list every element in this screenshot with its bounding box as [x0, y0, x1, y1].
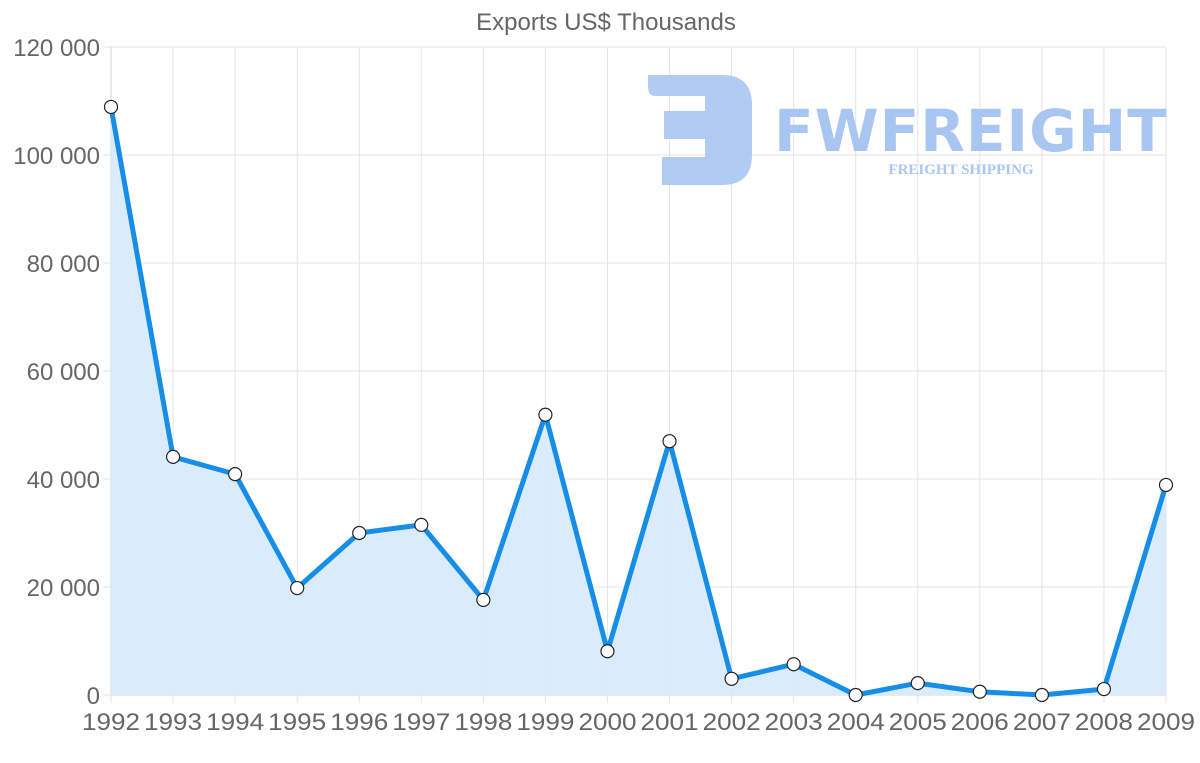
data-point-2007[interactable]: [1034, 687, 1049, 703]
x-tick-label: 2001: [641, 709, 699, 736]
y-tick-label: 60 000: [27, 359, 100, 386]
data-point-1992[interactable]: [103, 99, 119, 115]
chart-title: Exports US$ Thousands: [476, 9, 736, 36]
fwfreight-logo-icon: [648, 75, 752, 185]
y-tick-label: 20 000: [27, 575, 100, 602]
x-tick-label: 1995: [268, 709, 326, 736]
data-point-2008[interactable]: [1096, 681, 1112, 697]
x-tick-label: 1996: [330, 709, 388, 736]
data-line: [108, 106, 1169, 698]
data-point-1994[interactable]: [228, 467, 243, 482]
x-tick-label: 2005: [889, 709, 947, 736]
data-point-2006[interactable]: [972, 684, 987, 699]
x-tick-label: 1999: [516, 709, 574, 736]
data-point-2002[interactable]: [724, 671, 739, 686]
y-tick-label: 80 000: [27, 251, 100, 278]
y-axis-ticks: 0 20 000 40 000 60 000 80 000 100 000 120 000: [13, 35, 100, 710]
data-point-1993[interactable]: [165, 449, 181, 464]
data-point-2005[interactable]: [910, 676, 925, 691]
fwfreight-watermark: FWFREIGHT FREIGHT SHIPPING: [648, 75, 1168, 185]
data-points: [103, 99, 1174, 703]
x-tick-label: 2000: [578, 709, 636, 736]
data-point-2001[interactable]: [662, 434, 677, 449]
y-tick-label: 0: [87, 683, 100, 710]
x-tick-label: 2009: [1137, 709, 1195, 736]
watermark-tagline: FREIGHT SHIPPING: [888, 162, 1033, 178]
x-tick-label: 2003: [765, 709, 823, 736]
x-tick-label: 1993: [144, 709, 202, 736]
y-tick-label: 100 000: [13, 143, 100, 170]
data-point-1996[interactable]: [352, 525, 367, 541]
x-tick-label: 2002: [703, 709, 761, 736]
x-tick-label: 1992: [82, 709, 140, 736]
data-point-1999[interactable]: [538, 407, 553, 422]
data-point-2004[interactable]: [848, 687, 863, 703]
x-tick-label: 2007: [1013, 709, 1071, 736]
x-axis-ticks: 1992 1993 1994 1995 1996 1997 1998 1999 2000 2001…: [82, 709, 1195, 736]
y-tick-label: 40 000: [27, 467, 100, 494]
x-tick-label: 1994: [206, 709, 264, 736]
data-point-1997[interactable]: [414, 517, 429, 533]
data-point-2009[interactable]: [1158, 477, 1174, 493]
x-tick-label: 2006: [951, 709, 1009, 736]
data-point-2003[interactable]: [786, 657, 801, 672]
x-tick-label: 1997: [392, 709, 450, 736]
area-fill: [111, 106, 1166, 695]
watermark-brand: FWFREIGHT: [774, 97, 1168, 165]
x-tick-label: 2008: [1075, 709, 1133, 736]
data-point-2000[interactable]: [600, 644, 615, 659]
y-tick-label: 120 000: [13, 35, 100, 62]
data-point-1995[interactable]: [290, 580, 305, 596]
x-tick-label: 1998: [454, 709, 512, 736]
data-point-1998[interactable]: [476, 592, 491, 608]
x-tick-label: 2004: [827, 709, 885, 736]
